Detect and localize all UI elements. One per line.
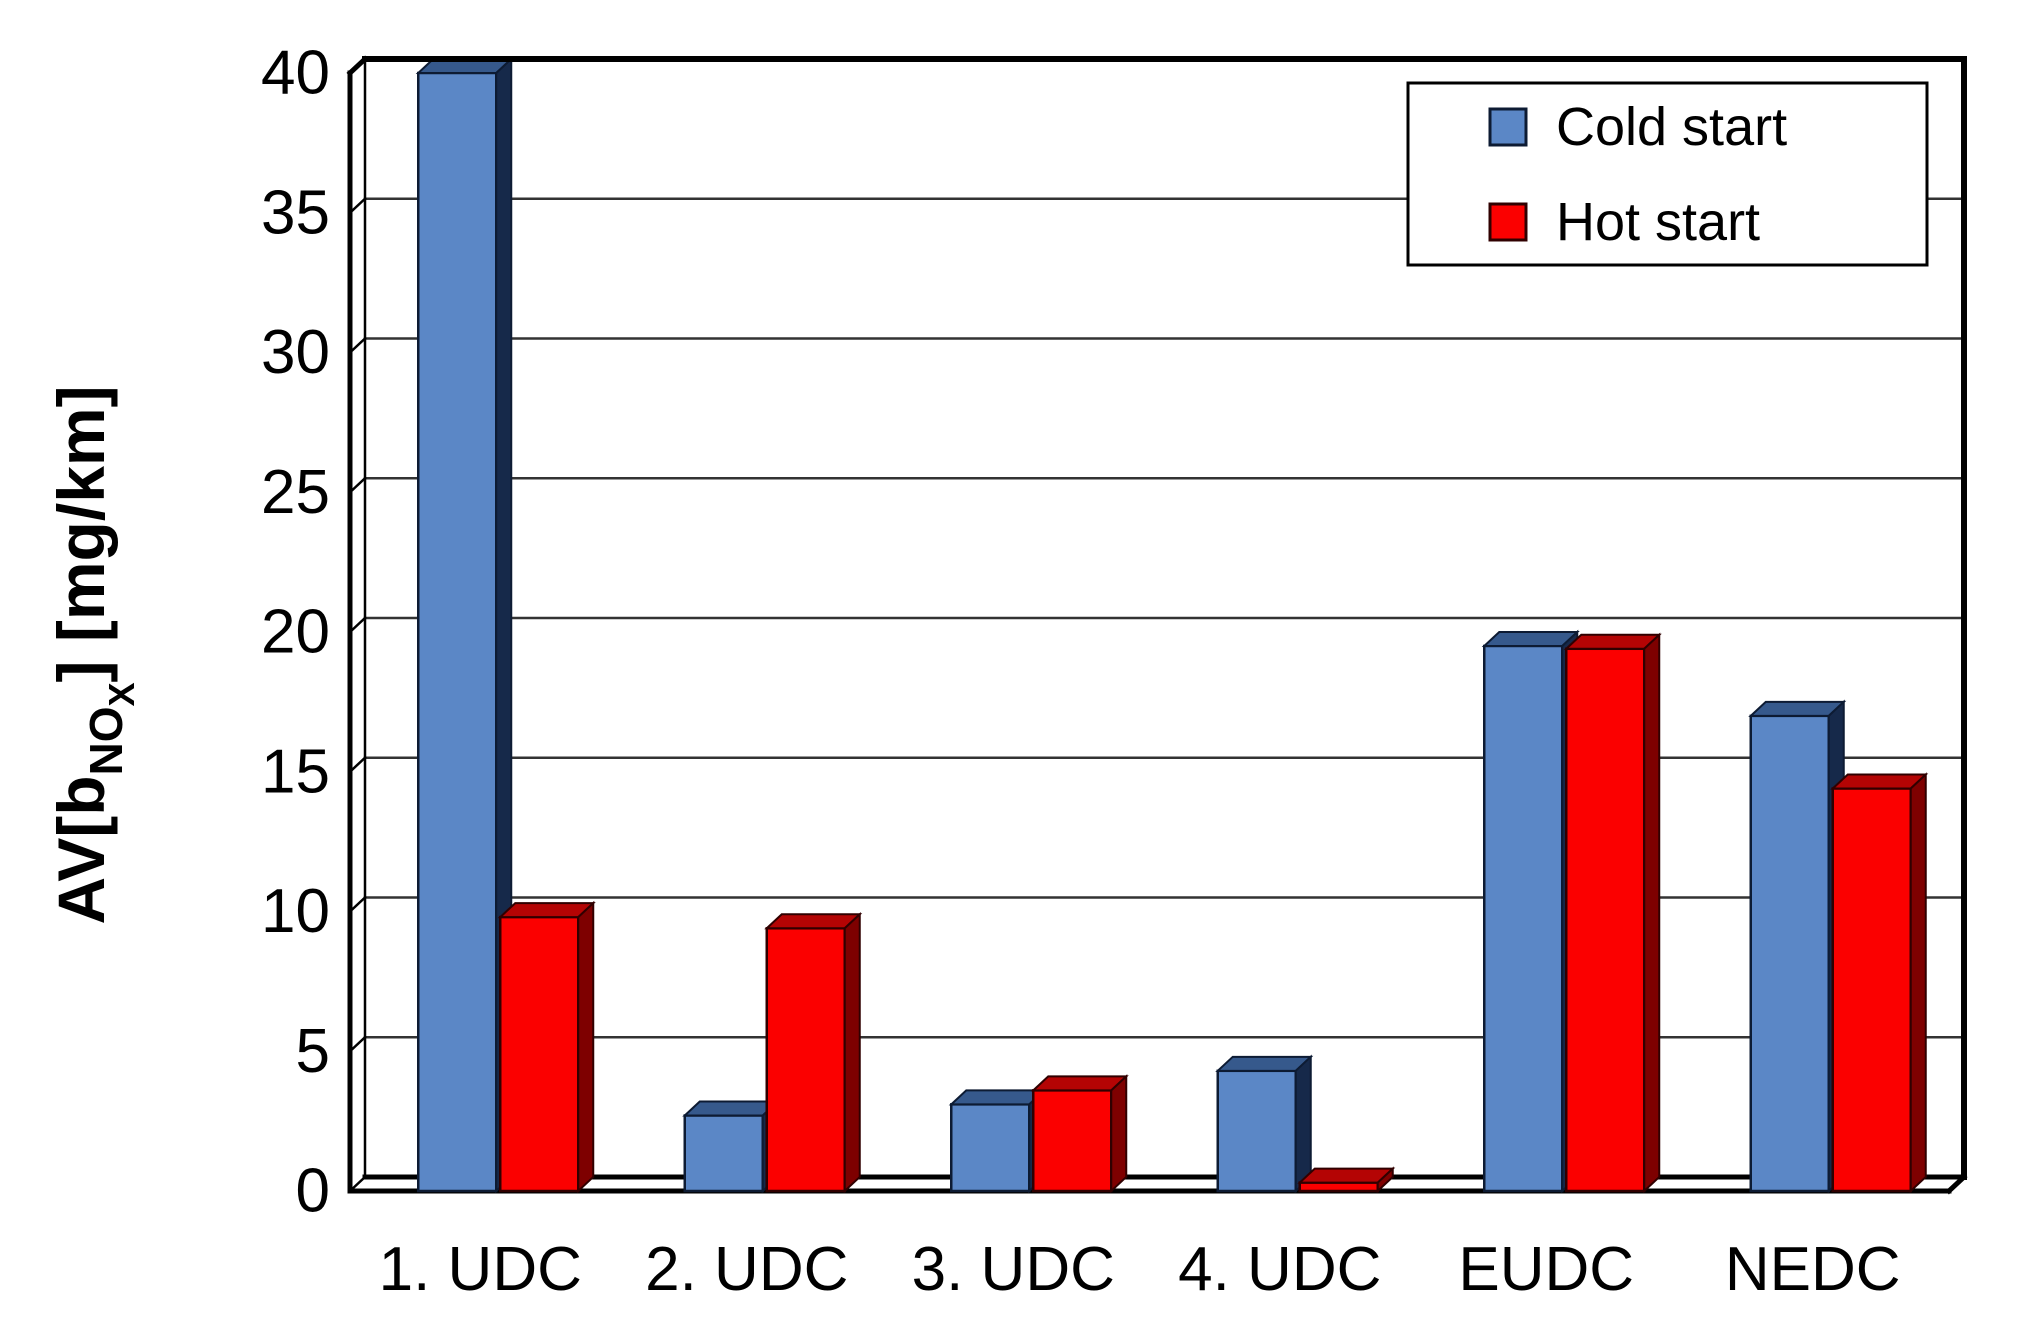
bar-hot-start-1-udc-side [577, 900, 595, 1194]
legend-swatch-cold-start [1488, 107, 1528, 147]
y-axis-title-part: NO [80, 706, 132, 775]
y-tick-15 [348, 755, 367, 774]
legend-swatch-hot-start [1488, 202, 1528, 242]
bar-hot-start-eudc [1565, 647, 1646, 1193]
y-tick-label-5: 5 [296, 1017, 330, 1086]
bar-hot-start-3-udc-side [1110, 1074, 1128, 1194]
y-tick-20 [348, 616, 367, 634]
y-axis-title: AV[bNOX] [mg/km] [44, 385, 142, 924]
y-tick-label-15: 15 [261, 737, 330, 806]
y-tick-10 [348, 895, 367, 914]
y-tick-label-30: 30 [261, 318, 330, 387]
bar-hot-start-eudc-side [1643, 632, 1661, 1194]
y-tick-5 [348, 1035, 367, 1054]
bar-cold-start-2-udc [683, 1114, 764, 1193]
y-axis-title-part: AV[b [44, 775, 118, 924]
bar-hot-start-3-udc [1032, 1089, 1113, 1193]
legend-label-hot-start: Hot start [1556, 192, 1760, 252]
bar-hot-start-2-udc-side [843, 911, 861, 1194]
y-axis-title-part: X [101, 682, 142, 706]
y-axis-title-part: ] [mg/km] [44, 385, 118, 682]
bar-hot-start-1-udc [499, 915, 580, 1193]
y-tick-label-20: 20 [261, 598, 330, 667]
legend-label-cold-start: Cold start [1556, 97, 1787, 157]
bar-cold-start-3-udc [950, 1103, 1031, 1193]
bar-cold-start-nedc [1749, 714, 1830, 1193]
y-tick-25 [348, 476, 367, 495]
x-axis-label-eudc: EUDC [1458, 1235, 1634, 1304]
bar-cold-start-eudc [1483, 644, 1564, 1193]
x-axis-label-1-udc: 1. UDC [379, 1235, 582, 1304]
y-tick-label-35: 35 [261, 178, 330, 247]
y-tick-label-10: 10 [261, 877, 330, 946]
y-tick-label-25: 25 [261, 458, 330, 527]
bar-cold-start-4-udc-side [1294, 1054, 1312, 1194]
x-axis-label-2-udc: 2. UDC [645, 1235, 848, 1304]
y-tick-35 [348, 196, 367, 215]
y-tick-label-40: 40 [261, 39, 330, 108]
x-axis-label-4-udc: 4. UDC [1178, 1235, 1381, 1304]
x-axis-label-3-udc: 3. UDC [912, 1235, 1115, 1304]
bar-hot-start-4-udc-side [1376, 1166, 1394, 1194]
x-axis-label-nedc: NEDC [1725, 1235, 1901, 1304]
bar-hot-start-4-udc [1298, 1181, 1379, 1193]
bar-cold-start-1-udc [417, 71, 498, 1193]
y-tick-30 [348, 336, 367, 355]
bar-hot-start-nedc [1831, 787, 1912, 1193]
bar-hot-start-nedc-side [1909, 772, 1927, 1194]
bar-cold-start-4-udc [1216, 1069, 1297, 1193]
y-tick-label-0: 0 [296, 1157, 330, 1226]
bar-hot-start-2-udc [765, 927, 846, 1193]
